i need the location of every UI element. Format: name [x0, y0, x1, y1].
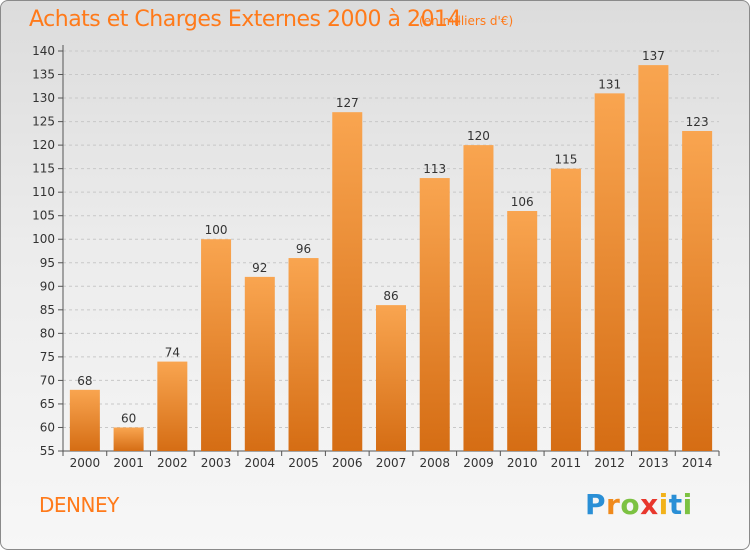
logo-letter: P [585, 488, 607, 521]
data-label: 115 [554, 153, 577, 167]
commune-name: DENNEY [39, 493, 119, 517]
bar [376, 305, 406, 451]
x-tick-labels: 2000 2001 2002 2003 2004 2005 2006 2007 2008 2009… [70, 456, 713, 470]
bar [594, 93, 625, 452]
data-label: 100 [205, 223, 228, 237]
y-tick-label: 80 [40, 326, 55, 340]
logo-letter: t [668, 488, 683, 521]
y-tick-label: 110 [32, 185, 55, 199]
x-tick-label: 2006 [332, 456, 363, 470]
data-label: 96 [296, 242, 311, 256]
y-tick-label: 130 [32, 91, 55, 105]
logo-letter: x [640, 488, 659, 521]
y-tick-label: 95 [40, 256, 55, 270]
logo-letter: i [658, 488, 669, 521]
x-tick-label: 2011 [551, 456, 582, 470]
logo-letter: o [620, 488, 641, 521]
bar [288, 258, 319, 451]
bar [113, 427, 144, 451]
data-label: 131 [598, 77, 621, 91]
x-tick-label: 2001 [113, 456, 144, 470]
bar [638, 65, 669, 451]
y-tick-label: 125 [32, 115, 55, 129]
x-tick-label: 2000 [70, 456, 101, 470]
x-tick-label: 2007 [376, 456, 407, 470]
data-label: 106 [511, 195, 534, 209]
x-tick-label: 2013 [638, 456, 669, 470]
bar [550, 168, 581, 451]
data-label: 113 [423, 162, 446, 176]
y-tick-label: 60 [40, 420, 55, 434]
y-tick-label: 135 [32, 68, 55, 82]
y-tick-label: 55 [40, 444, 55, 458]
x-tick-label: 2005 [288, 456, 319, 470]
data-label: 120 [467, 129, 490, 143]
bar [463, 145, 494, 451]
data-label: 137 [642, 49, 665, 63]
y-tick-label: 100 [32, 232, 55, 246]
bar [507, 211, 538, 451]
y-tick-label: 65 [40, 397, 55, 411]
x-tick-label: 2002 [157, 456, 188, 470]
data-label: 86 [383, 289, 398, 303]
data-label: 123 [686, 115, 709, 129]
x-tick-label: 2014 [682, 456, 713, 470]
y-tick-label: 120 [32, 138, 55, 152]
chart-title: Achats et Charges Externes 2000 à 2014 [29, 7, 461, 32]
data-label: 92 [252, 261, 267, 275]
bar [157, 361, 188, 451]
y-tick-label: 115 [32, 162, 55, 176]
bar [244, 276, 275, 451]
y-tick-label: 85 [40, 303, 55, 317]
bar [332, 112, 363, 452]
y-tick-label: 70 [40, 373, 55, 387]
y-tick-labels: 55 60 65 70 75 80 85 90 95 100 105 110 115 120 125 130 1… [32, 44, 55, 458]
data-label: 60 [121, 411, 136, 425]
x-tick-label: 2010 [507, 456, 538, 470]
y-tick-label: 140 [32, 44, 55, 58]
bar [69, 389, 100, 451]
logo-letter: r [606, 488, 621, 521]
y-tick-label: 90 [40, 279, 55, 293]
x-tick-label: 2004 [245, 456, 276, 470]
data-label: 127 [336, 96, 359, 110]
bar [201, 239, 232, 451]
chart-subtitle: (en milliers d'€) [419, 14, 514, 28]
x-tick-label: 2003 [201, 456, 232, 470]
bar [419, 178, 450, 451]
bars [69, 65, 713, 452]
data-labels: 68 60 74 100 92 96 127 86 113 120 106 115 131 137 123 [77, 49, 708, 425]
bar [682, 131, 713, 451]
y-tick-label: 75 [40, 350, 55, 364]
x-tick-label: 2012 [594, 456, 625, 470]
y-tick-label: 105 [32, 209, 55, 223]
data-label: 74 [165, 346, 180, 360]
x-tick-label: 2008 [419, 456, 450, 470]
data-label: 68 [77, 374, 92, 388]
proxiti-logo: Proxiti [585, 488, 693, 521]
x-tick-label: 2009 [463, 456, 494, 470]
logo-letter: i [682, 488, 693, 521]
